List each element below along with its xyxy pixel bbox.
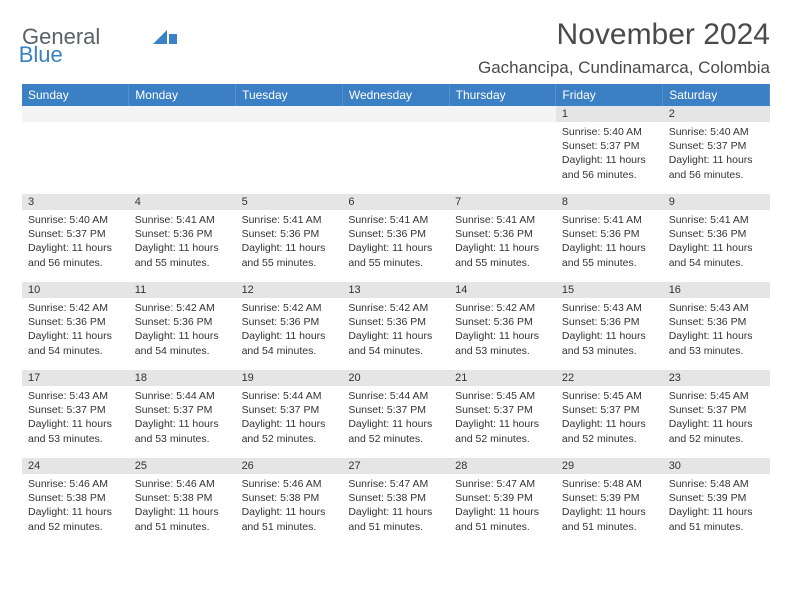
day-number: 26 — [236, 458, 343, 474]
day-details: Sunrise: 5:41 AMSunset: 5:36 PMDaylight:… — [236, 210, 343, 282]
weekday-tuesday: Tuesday — [236, 84, 343, 106]
day-details: Sunrise: 5:48 AMSunset: 5:39 PMDaylight:… — [556, 474, 663, 546]
day-number: 25 — [129, 458, 236, 474]
day-number: 21 — [449, 370, 556, 386]
day-number: 14 — [449, 282, 556, 298]
page-title: November 2024 — [478, 18, 770, 52]
day-number: 9 — [663, 194, 770, 210]
day-details: Sunrise: 5:42 AMSunset: 5:36 PMDaylight:… — [129, 298, 236, 370]
day-details — [449, 122, 556, 194]
day-details: Sunrise: 5:42 AMSunset: 5:36 PMDaylight:… — [449, 298, 556, 370]
day-number — [342, 106, 449, 122]
weekday-saturday: Saturday — [663, 84, 770, 106]
day-details: Sunrise: 5:43 AMSunset: 5:36 PMDaylight:… — [663, 298, 770, 370]
day-details: Sunrise: 5:48 AMSunset: 5:39 PMDaylight:… — [663, 474, 770, 546]
header: General Blue November 2024 Gachancipa, C… — [22, 18, 770, 78]
day-number: 8 — [556, 194, 663, 210]
day-details: Sunrise: 5:44 AMSunset: 5:37 PMDaylight:… — [129, 386, 236, 458]
day-details: Sunrise: 5:40 AMSunset: 5:37 PMDaylight:… — [556, 122, 663, 194]
day-number: 12 — [236, 282, 343, 298]
location-text: Gachancipa, Cundinamarca, Colombia — [478, 58, 770, 78]
day-number: 30 — [663, 458, 770, 474]
calendar-page: General Blue November 2024 Gachancipa, C… — [0, 0, 792, 612]
day-details: Sunrise: 5:46 AMSunset: 5:38 PMDaylight:… — [22, 474, 129, 546]
logo-text-blue: Blue — [19, 42, 63, 67]
day-details: Sunrise: 5:46 AMSunset: 5:38 PMDaylight:… — [236, 474, 343, 546]
day-number: 19 — [236, 370, 343, 386]
day-number: 4 — [129, 194, 236, 210]
day-details: Sunrise: 5:42 AMSunset: 5:36 PMDaylight:… — [342, 298, 449, 370]
day-number: 20 — [342, 370, 449, 386]
day-number: 6 — [342, 194, 449, 210]
day-details: Sunrise: 5:47 AMSunset: 5:39 PMDaylight:… — [449, 474, 556, 546]
calendar-table: Sunday Monday Tuesday Wednesday Thursday… — [22, 84, 770, 546]
day-details: Sunrise: 5:45 AMSunset: 5:37 PMDaylight:… — [556, 386, 663, 458]
day-number: 7 — [449, 194, 556, 210]
weekday-monday: Monday — [129, 84, 236, 106]
day-number: 18 — [129, 370, 236, 386]
weekday-friday: Friday — [556, 84, 663, 106]
day-number: 24 — [22, 458, 129, 474]
day-number: 11 — [129, 282, 236, 298]
daynum-row: 10111213141516 — [22, 282, 770, 298]
day-details: Sunrise: 5:41 AMSunset: 5:36 PMDaylight:… — [663, 210, 770, 282]
day-details: Sunrise: 5:40 AMSunset: 5:37 PMDaylight:… — [663, 122, 770, 194]
day-number: 23 — [663, 370, 770, 386]
logo: General Blue — [22, 24, 175, 50]
day-details: Sunrise: 5:42 AMSunset: 5:36 PMDaylight:… — [236, 298, 343, 370]
daynum-row: 17181920212223 — [22, 370, 770, 386]
day-details — [236, 122, 343, 194]
weekday-sunday: Sunday — [22, 84, 129, 106]
weekday-wednesday: Wednesday — [342, 84, 449, 106]
day-details: Sunrise: 5:44 AMSunset: 5:37 PMDaylight:… — [342, 386, 449, 458]
day-number: 10 — [22, 282, 129, 298]
day-details — [342, 122, 449, 194]
day-details: Sunrise: 5:44 AMSunset: 5:37 PMDaylight:… — [236, 386, 343, 458]
day-details: Sunrise: 5:43 AMSunset: 5:37 PMDaylight:… — [22, 386, 129, 458]
daynum-row: 3456789 — [22, 194, 770, 210]
day-details: Sunrise: 5:46 AMSunset: 5:38 PMDaylight:… — [129, 474, 236, 546]
day-number: 13 — [342, 282, 449, 298]
day-details: Sunrise: 5:45 AMSunset: 5:37 PMDaylight:… — [449, 386, 556, 458]
day-details: Sunrise: 5:43 AMSunset: 5:36 PMDaylight:… — [556, 298, 663, 370]
weekday-header-row: Sunday Monday Tuesday Wednesday Thursday… — [22, 84, 770, 106]
day-details: Sunrise: 5:45 AMSunset: 5:37 PMDaylight:… — [663, 386, 770, 458]
day-details: Sunrise: 5:42 AMSunset: 5:36 PMDaylight:… — [22, 298, 129, 370]
day-number — [236, 106, 343, 122]
day-details: Sunrise: 5:41 AMSunset: 5:36 PMDaylight:… — [556, 210, 663, 282]
day-details: Sunrise: 5:47 AMSunset: 5:38 PMDaylight:… — [342, 474, 449, 546]
day-number: 17 — [22, 370, 129, 386]
day-number: 22 — [556, 370, 663, 386]
day-number: 1 — [556, 106, 663, 122]
day-number: 16 — [663, 282, 770, 298]
detail-row: Sunrise: 5:46 AMSunset: 5:38 PMDaylight:… — [22, 474, 770, 546]
day-details: Sunrise: 5:41 AMSunset: 5:36 PMDaylight:… — [449, 210, 556, 282]
day-details — [22, 122, 129, 194]
detail-row: Sunrise: 5:40 AMSunset: 5:37 PMDaylight:… — [22, 210, 770, 282]
day-details: Sunrise: 5:41 AMSunset: 5:36 PMDaylight:… — [342, 210, 449, 282]
day-number: 28 — [449, 458, 556, 474]
day-number: 29 — [556, 458, 663, 474]
day-details: Sunrise: 5:40 AMSunset: 5:37 PMDaylight:… — [22, 210, 129, 282]
detail-row: Sunrise: 5:43 AMSunset: 5:37 PMDaylight:… — [22, 386, 770, 458]
day-details: Sunrise: 5:41 AMSunset: 5:36 PMDaylight:… — [129, 210, 236, 282]
logo-square-icon — [169, 34, 177, 44]
day-number: 15 — [556, 282, 663, 298]
day-number: 5 — [236, 194, 343, 210]
title-block: November 2024 Gachancipa, Cundinamarca, … — [478, 18, 770, 78]
calendar-body: 12Sunrise: 5:40 AMSunset: 5:37 PMDayligh… — [22, 106, 770, 546]
logo-triangle-icon — [153, 30, 167, 44]
daynum-row: 12 — [22, 106, 770, 122]
day-number — [449, 106, 556, 122]
detail-row: Sunrise: 5:40 AMSunset: 5:37 PMDaylight:… — [22, 122, 770, 194]
day-number: 3 — [22, 194, 129, 210]
day-number — [22, 106, 129, 122]
day-number: 27 — [342, 458, 449, 474]
day-number: 2 — [663, 106, 770, 122]
weekday-thursday: Thursday — [449, 84, 556, 106]
daynum-row: 24252627282930 — [22, 458, 770, 474]
day-number — [129, 106, 236, 122]
day-details — [129, 122, 236, 194]
detail-row: Sunrise: 5:42 AMSunset: 5:36 PMDaylight:… — [22, 298, 770, 370]
